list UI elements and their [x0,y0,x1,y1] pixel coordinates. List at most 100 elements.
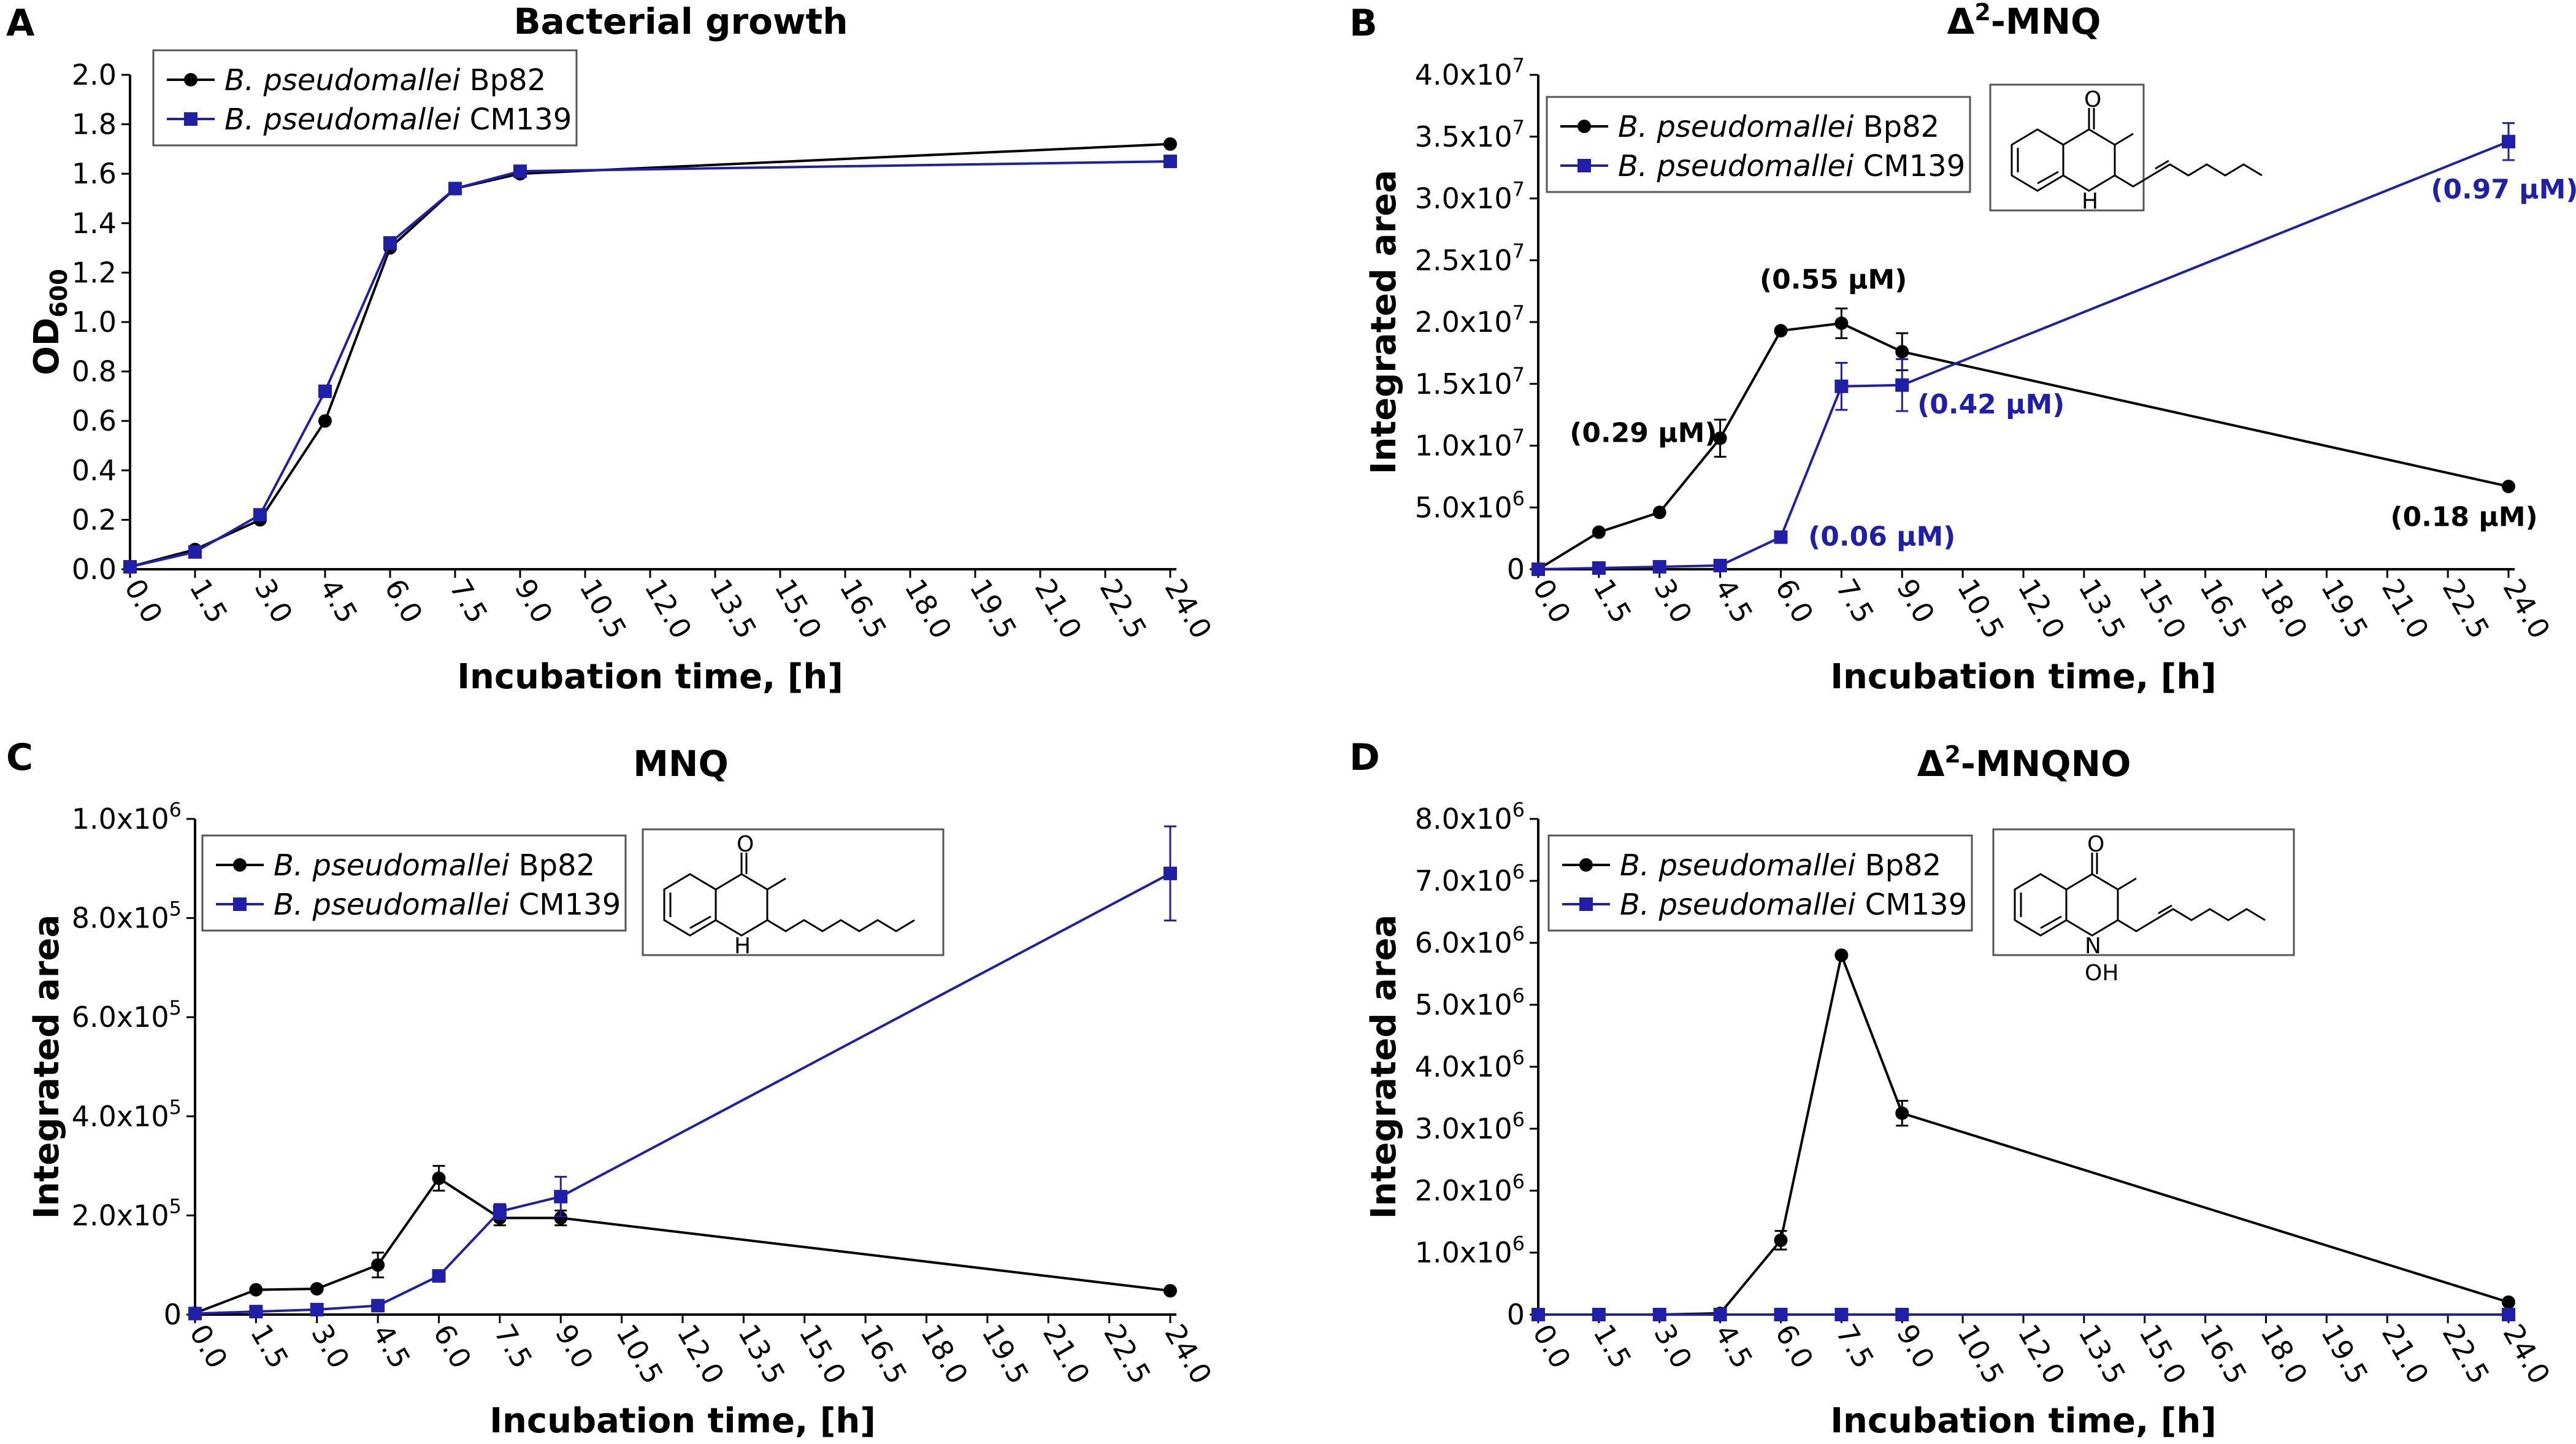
data-point-bp82 [1163,1284,1177,1298]
y-tick-exponent: 5 [169,996,182,1020]
y-tick-mantissa: 1.0x10 [1415,1236,1512,1269]
series-cm139 [188,825,1177,1321]
y-tick-mantissa: 1.0x10 [1415,429,1512,463]
data-point-cm139 [318,384,332,398]
y-tick-label: 6.0x106 [1415,922,1525,959]
data-point-cm139 [2502,1308,2515,1321]
y-tick-label: 3.5x107 [1415,116,1525,153]
y-tick-exponent: 7 [1512,363,1525,386]
y-tick-mantissa: 0.0 [72,553,117,586]
series-line-bp82 [129,142,1171,568]
legend-species: B. pseudomallei [1618,149,1854,183]
y-tick-label: 0 [164,1298,182,1331]
y-tick-label: 1.4 [72,207,117,240]
legend-strain: CM139 [460,102,572,137]
x-tick-label: 19.5 [2315,1319,2375,1390]
y-tick-label: 0.4 [72,454,117,487]
concentration-annotation: (0.42 µM) [1917,389,2064,420]
structure-frame [1989,83,2145,212]
structure-atom-label: N [2085,934,2101,959]
y-tick-label: 1.0x106 [1415,1232,1525,1269]
legend-species: B. pseudomallei [224,63,461,98]
ring-double-bond [2040,915,2062,929]
chart-panel-b: B Δ2-MNQ05.0x1061.0x1071.5x1072.0x1072.5x… [1349,0,2576,697]
y-tick-label: 5.0x106 [1415,984,1525,1021]
legend-species: B. pseudomallei [1620,848,1856,883]
data-point-cm139 [371,1299,385,1313]
y-tick-mantissa: 2.0x10 [1415,305,1512,339]
data-point-cm139 [1774,1308,1788,1321]
data-point-cm139 [1592,561,1606,575]
x-axis-label: Incubation time, [h] [457,657,843,697]
x-tick-label: 0.0 [1526,574,1577,629]
x-tick-label: 18.0 [914,1319,975,1390]
y-tick-exponent: 7 [1512,178,1525,201]
legend-marker-cm139 [184,112,197,126]
y-tick-label: 2.0x106 [1415,1170,1525,1207]
legend-label-bp82: B. pseudomallei Bp82 [1620,848,1941,883]
chart-panel-a: A Bacterial growth 0.0 0.2 0.4 0.6 0.8 1.0 1.2 1.… [6,1,1218,697]
x-tick-label: 13.5 [2072,574,2132,645]
y-tick-mantissa: 0.2 [72,503,117,536]
data-point-cm139 [1531,563,1545,576]
x-tick-label: 12.0 [670,1319,730,1390]
legend-marker-cm139 [1577,159,1591,172]
legend-strain: Bp82 [460,63,546,98]
y-tick-mantissa: 0 [164,1298,182,1331]
data-point-bp82 [1652,505,1666,520]
data-point-cm139 [493,1204,507,1218]
legend: B. pseudomallei Bp82 B. pseudomallei CM13… [201,834,627,932]
y-tick-exponent: 5 [169,897,182,921]
y-tick-label: 5.0x106 [1415,486,1525,524]
alkyl-chain [2117,908,2266,932]
x-tick-label: 9.0 [1890,574,1941,629]
legend-label-bp82: B. pseudomallei Bp82 [274,848,595,883]
legend-label-cm139: B. pseudomallei CM139 [274,888,621,922]
data-point-cm139 [188,545,202,559]
data-point-cm139 [432,1269,446,1283]
x-tick-label: 0.0 [1526,1319,1577,1374]
series-cm139 [1531,122,2515,576]
y-tick-label: 0.2 [72,503,117,536]
legend-strain: Bp82 [509,848,595,883]
y-axis-label: OD600 [27,269,72,375]
data-point-bp82 [1774,324,1788,338]
structure-atom-label: H [2082,189,2098,214]
x-tick-label: 12.0 [2011,574,2071,645]
panel-letter: B [1349,2,1378,45]
x-tick-label: 24.0 [1158,1319,1218,1390]
x-tick-label: 10.5 [1951,574,2011,645]
data-point-bp82 [1834,948,1849,962]
data-point-cm139 [1713,558,1727,572]
x-tick-label: 9.0 [1890,1319,1941,1374]
methyl-bond [2114,132,2134,146]
y-tick-label: 2.0x105 [72,1194,182,1232]
x-tick-label: 22.5 [2436,574,2496,645]
y-tick-label: 0 [1507,553,1525,586]
x-tick-label: 16.5 [2193,574,2253,645]
data-point-bp82 [1713,431,1727,445]
data-point-bp82 [1774,1233,1788,1247]
y-tick-label: 4.0x105 [72,1096,182,1133]
y-tick-mantissa: 0.6 [72,404,117,437]
legend-label-cm139: B. pseudomallei CM139 [224,102,572,137]
data-point-cm139 [1163,155,1177,169]
y-tick-exponent: 6 [1512,1108,1525,1131]
structure-frame [1992,828,2295,956]
pyridone-ring [2066,873,2119,937]
data-point-cm139 [188,1307,202,1321]
data-point-cm139 [383,236,397,250]
x-tick-label: 18.0 [2254,1319,2314,1390]
y-tick-mantissa: 1.6 [72,157,117,190]
y-tick-exponent: 6 [1512,486,1525,510]
series-bp82 [188,1165,1177,1320]
legend-marker-bp82 [184,73,197,86]
y-tick-mantissa: 1.0x10 [72,802,169,835]
y-tick-mantissa: 8.0x10 [1415,802,1512,835]
ring-double-bond [2037,171,2059,185]
x-tick-label: 6.0 [1769,574,1820,629]
data-point-cm139 [123,559,137,574]
x-tick-label: 24.0 [1158,574,1218,645]
x-tick-label: 7.5 [443,574,494,629]
